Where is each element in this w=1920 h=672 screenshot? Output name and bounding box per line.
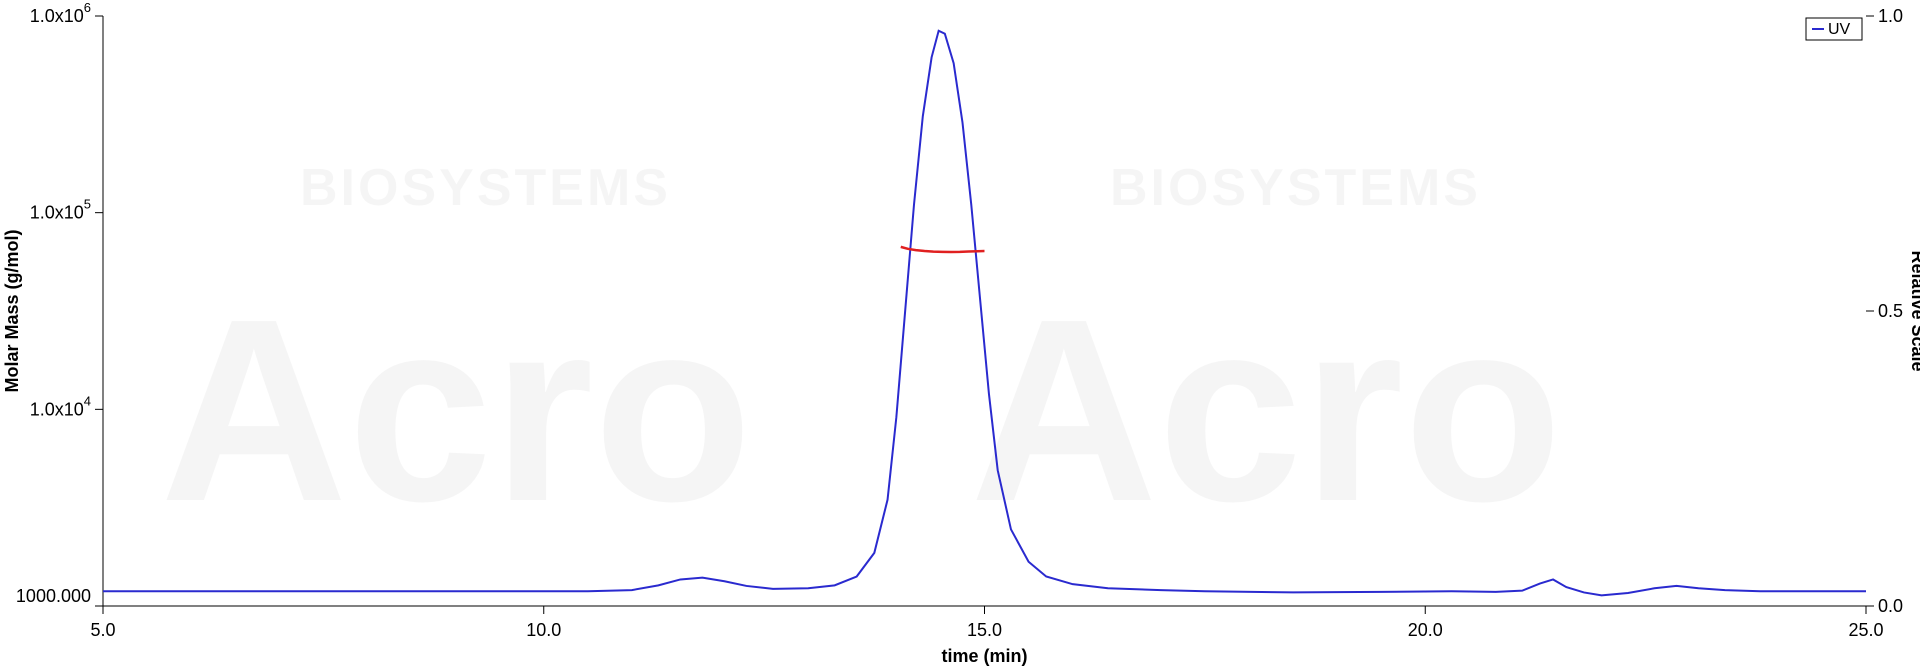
- chart-svg: Acro BIOSYSTEMS Acro BIOSYSTEMS 5.0 10.0 15.0 2…: [0, 0, 1920, 672]
- molar-mass-trace: [901, 247, 985, 252]
- watermark-secondary: BIOSYSTEMS: [300, 159, 671, 217]
- x-tick-label: 15.0: [967, 620, 1002, 640]
- y-right-tick-label: 0.5: [1878, 301, 1903, 321]
- y-right-axis-label: Relative Scale: [1908, 250, 1920, 371]
- x-tick-label: 25.0: [1848, 620, 1883, 640]
- x-tick-label: 10.0: [526, 620, 561, 640]
- watermark: Acro BIOSYSTEMS Acro BIOSYSTEMS: [160, 159, 1562, 556]
- y-left-tick-label: 1.0x104: [30, 393, 91, 419]
- y-left-axis-label: Molar Mass (g/mol): [2, 229, 22, 392]
- y-left-tick-label: 1000.000: [16, 586, 91, 606]
- y-right-tick-label: 1.0: [1878, 6, 1903, 26]
- watermark-primary: Acro: [970, 266, 1562, 556]
- x-axis-label: time (min): [941, 646, 1027, 666]
- chromatogram-chart: Acro BIOSYSTEMS Acro BIOSYSTEMS 5.0 10.0 15.0 2…: [0, 0, 1920, 672]
- y-right-tick-label: 0.0: [1878, 596, 1903, 616]
- watermark-primary: Acro: [160, 266, 752, 556]
- x-tick-label: 20.0: [1408, 620, 1443, 640]
- legend-label: UV: [1828, 21, 1851, 38]
- y-left-tick-label: 1.0x106: [30, 0, 91, 26]
- y-left-tick-label: 1.0x105: [30, 197, 91, 223]
- x-tick-label: 5.0: [90, 620, 115, 640]
- watermark-secondary: BIOSYSTEMS: [1110, 159, 1481, 217]
